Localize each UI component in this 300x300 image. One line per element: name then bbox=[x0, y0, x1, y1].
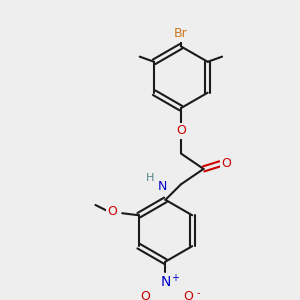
Text: O: O bbox=[183, 290, 193, 300]
Text: -: - bbox=[196, 289, 200, 298]
Text: O: O bbox=[107, 205, 117, 218]
Text: O: O bbox=[221, 157, 231, 170]
Text: O: O bbox=[140, 290, 150, 300]
Text: N: N bbox=[158, 180, 167, 193]
Text: Br: Br bbox=[174, 28, 188, 40]
Text: H: H bbox=[146, 173, 154, 183]
Text: N: N bbox=[160, 275, 171, 289]
Text: +: + bbox=[171, 273, 178, 283]
Text: O: O bbox=[176, 124, 186, 137]
